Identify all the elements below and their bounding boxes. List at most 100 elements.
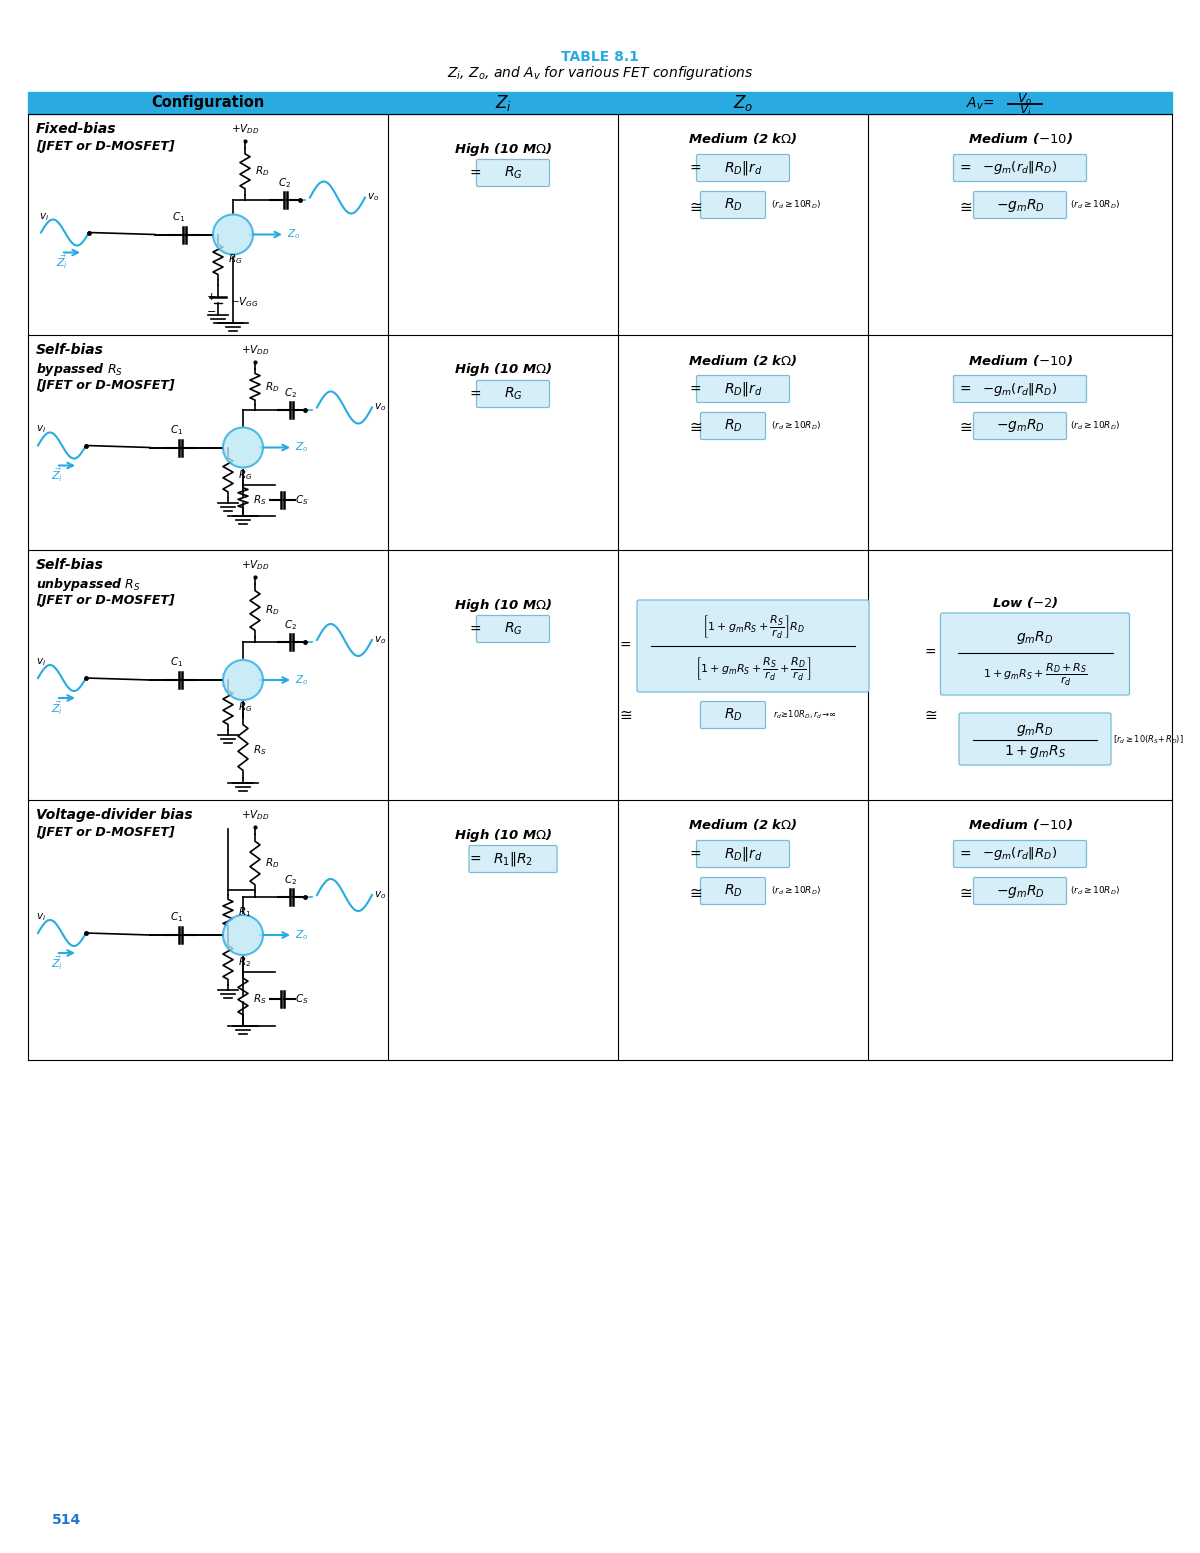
Text: $-g_m R_D$: $-g_m R_D$ (996, 197, 1044, 213)
Text: High (10 M$\Omega$): High (10 M$\Omega$) (454, 362, 552, 379)
Text: $+V_{DD}$: $+V_{DD}$ (241, 343, 269, 357)
Text: =: = (689, 848, 701, 862)
Text: $-g_m(r_d \| R_D)$: $-g_m(r_d \| R_D)$ (983, 380, 1057, 398)
FancyBboxPatch shape (696, 154, 790, 182)
Text: $C_1$: $C_1$ (170, 655, 184, 669)
Text: =: = (925, 646, 936, 660)
Text: [JFET or D-MOSFET]: [JFET or D-MOSFET] (36, 140, 175, 154)
Text: $(r_d \geq 10R_D)$: $(r_d \geq 10R_D)$ (1070, 199, 1120, 211)
Text: $-V_{GG}$: $-V_{GG}$ (230, 295, 259, 309)
Text: $g_m R_D$: $g_m R_D$ (1016, 722, 1054, 739)
Text: $\cong$: $\cong$ (686, 885, 703, 899)
Text: Voltage-divider bias: Voltage-divider bias (36, 808, 193, 822)
Text: $(r_d \geq 10R_D)$: $(r_d \geq 10R_D)$ (1070, 419, 1120, 432)
Text: High (10 M$\Omega$): High (10 M$\Omega$) (454, 140, 552, 157)
Text: $\cong$: $\cong$ (923, 708, 938, 722)
Text: =: = (959, 848, 971, 862)
FancyBboxPatch shape (959, 713, 1111, 766)
FancyBboxPatch shape (696, 840, 790, 868)
Text: $V_i$: $V_i$ (1019, 102, 1032, 118)
Text: Medium (2 k$\Omega$): Medium (2 k$\Omega$) (688, 353, 798, 368)
Text: $Z_o$: $Z_o$ (287, 228, 300, 241)
Text: $+$: $+$ (206, 290, 216, 301)
Text: =: = (689, 384, 701, 398)
Circle shape (223, 427, 263, 467)
Text: $Z_o$: $Z_o$ (295, 441, 308, 455)
Text: $\cong$: $\cong$ (686, 199, 703, 213)
Circle shape (223, 915, 263, 955)
Circle shape (214, 214, 253, 255)
Text: $+V_{DD}$: $+V_{DD}$ (241, 558, 269, 572)
Text: $v_o$: $v_o$ (374, 402, 386, 413)
Text: $A_v\!=\!$: $A_v\!=\!$ (966, 96, 995, 112)
Text: $Z_i$: $Z_i$ (494, 93, 511, 113)
Text: Fixed-bias: Fixed-bias (36, 123, 116, 137)
Text: $R_1$: $R_1$ (238, 905, 251, 919)
FancyBboxPatch shape (973, 877, 1067, 904)
Text: $C_2$: $C_2$ (278, 175, 292, 189)
Text: Self-bias: Self-bias (36, 343, 104, 357)
Text: =: = (469, 853, 481, 867)
FancyBboxPatch shape (701, 413, 766, 439)
Text: $v_i$: $v_i$ (38, 211, 49, 224)
Text: $(r_d \geq 10R_D)$: $(r_d \geq 10R_D)$ (772, 199, 821, 211)
Text: $Z_o$: $Z_o$ (295, 672, 308, 686)
FancyBboxPatch shape (954, 840, 1086, 868)
Text: $(r_d \geq 10R_D)$: $(r_d \geq 10R_D)$ (772, 419, 821, 432)
FancyBboxPatch shape (701, 877, 766, 904)
Text: $C_2$: $C_2$ (284, 385, 298, 399)
Text: $R_2$: $R_2$ (238, 955, 251, 969)
Text: $-g_m R_D$: $-g_m R_D$ (996, 882, 1044, 899)
Text: Self-bias: Self-bias (36, 558, 104, 572)
Text: $C_S$: $C_S$ (295, 494, 308, 508)
FancyBboxPatch shape (941, 613, 1129, 696)
Text: $R_G$: $R_G$ (504, 385, 522, 402)
Text: $\cong$: $\cong$ (956, 199, 973, 213)
Text: $R_G$: $R_G$ (504, 621, 522, 637)
Text: $R_1 \| R_2$: $R_1 \| R_2$ (493, 849, 533, 868)
Text: $v_i$: $v_i$ (36, 912, 46, 922)
Text: $V_o$: $V_o$ (1018, 92, 1033, 107)
Text: bypassed $R_S$: bypassed $R_S$ (36, 360, 124, 377)
Text: $r_d \!\geq\! 10R_D, r_d \!\to\! \infty$: $r_d \!\geq\! 10R_D, r_d \!\to\! \infty$ (773, 708, 836, 721)
Text: $Z_o$: $Z_o$ (295, 929, 308, 943)
Text: $Z_o$: $Z_o$ (733, 93, 754, 113)
Text: $R_D$: $R_D$ (724, 197, 743, 213)
FancyBboxPatch shape (476, 615, 550, 643)
Text: High (10 M$\Omega$): High (10 M$\Omega$) (454, 826, 552, 843)
Text: $v_o$: $v_o$ (374, 634, 386, 646)
Text: $R_D$: $R_D$ (265, 856, 280, 870)
Text: $R_D$: $R_D$ (256, 165, 270, 179)
FancyBboxPatch shape (476, 380, 550, 407)
Text: $\vec{Z_i}$: $\vec{Z_i}$ (50, 467, 62, 485)
Text: $-g_m(r_d \| R_D)$: $-g_m(r_d \| R_D)$ (983, 845, 1057, 862)
Text: $\vec{Z_i}$: $\vec{Z_i}$ (56, 253, 68, 272)
FancyBboxPatch shape (696, 376, 790, 402)
Text: $C_1$: $C_1$ (170, 910, 184, 924)
Text: $v_o$: $v_o$ (374, 890, 386, 901)
Text: Configuration: Configuration (151, 95, 265, 110)
Text: $+V_{DD}$: $+V_{DD}$ (241, 808, 269, 822)
Text: $(r_d \geq 10R_D)$: $(r_d \geq 10R_D)$ (1070, 885, 1120, 898)
Text: $g_m R_D$: $g_m R_D$ (1016, 629, 1054, 646)
Circle shape (223, 660, 263, 700)
Text: $C_2$: $C_2$ (284, 873, 298, 887)
Text: Medium ($-10$): Medium ($-10$) (967, 353, 1073, 368)
Text: 514: 514 (52, 1513, 82, 1527)
Text: =: = (689, 162, 701, 175)
Text: $R_D \| r_d$: $R_D \| r_d$ (724, 845, 762, 863)
Text: $C_2$: $C_2$ (284, 618, 298, 632)
FancyBboxPatch shape (476, 160, 550, 186)
Text: $R_S$: $R_S$ (253, 494, 266, 508)
FancyBboxPatch shape (954, 376, 1086, 402)
Text: $v_o$: $v_o$ (367, 191, 379, 203)
Text: $R_D$: $R_D$ (724, 418, 743, 435)
FancyBboxPatch shape (701, 702, 766, 728)
Text: $\cong$: $\cong$ (686, 419, 703, 435)
Text: =: = (619, 638, 631, 652)
Text: Medium (2 k$\Omega$): Medium (2 k$\Omega$) (688, 817, 798, 832)
Text: $v_i$: $v_i$ (36, 424, 46, 435)
Text: $\left[1 + g_m R_S + \dfrac{R_S}{r_d} + \dfrac{R_D}{r_d}\right]$: $\left[1 + g_m R_S + \dfrac{R_S}{r_d} + … (695, 655, 811, 682)
Text: =: = (959, 162, 971, 175)
Text: $\cong$: $\cong$ (956, 419, 973, 435)
